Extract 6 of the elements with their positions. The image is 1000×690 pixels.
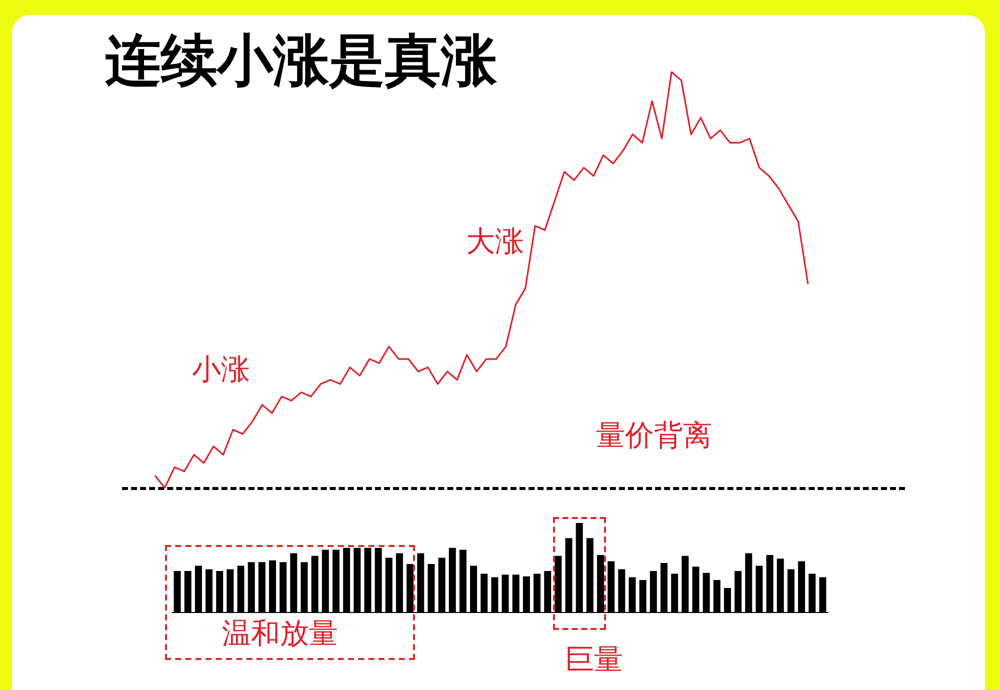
annotation: 小涨 <box>192 352 250 387</box>
text: 温和放量 <box>222 616 338 651</box>
annotation: 大涨 <box>466 224 524 259</box>
text: 巨量 <box>565 642 623 677</box>
annotation: 量价背离 <box>596 418 712 453</box>
chart-title: 连续小涨是真涨 <box>105 28 498 94</box>
